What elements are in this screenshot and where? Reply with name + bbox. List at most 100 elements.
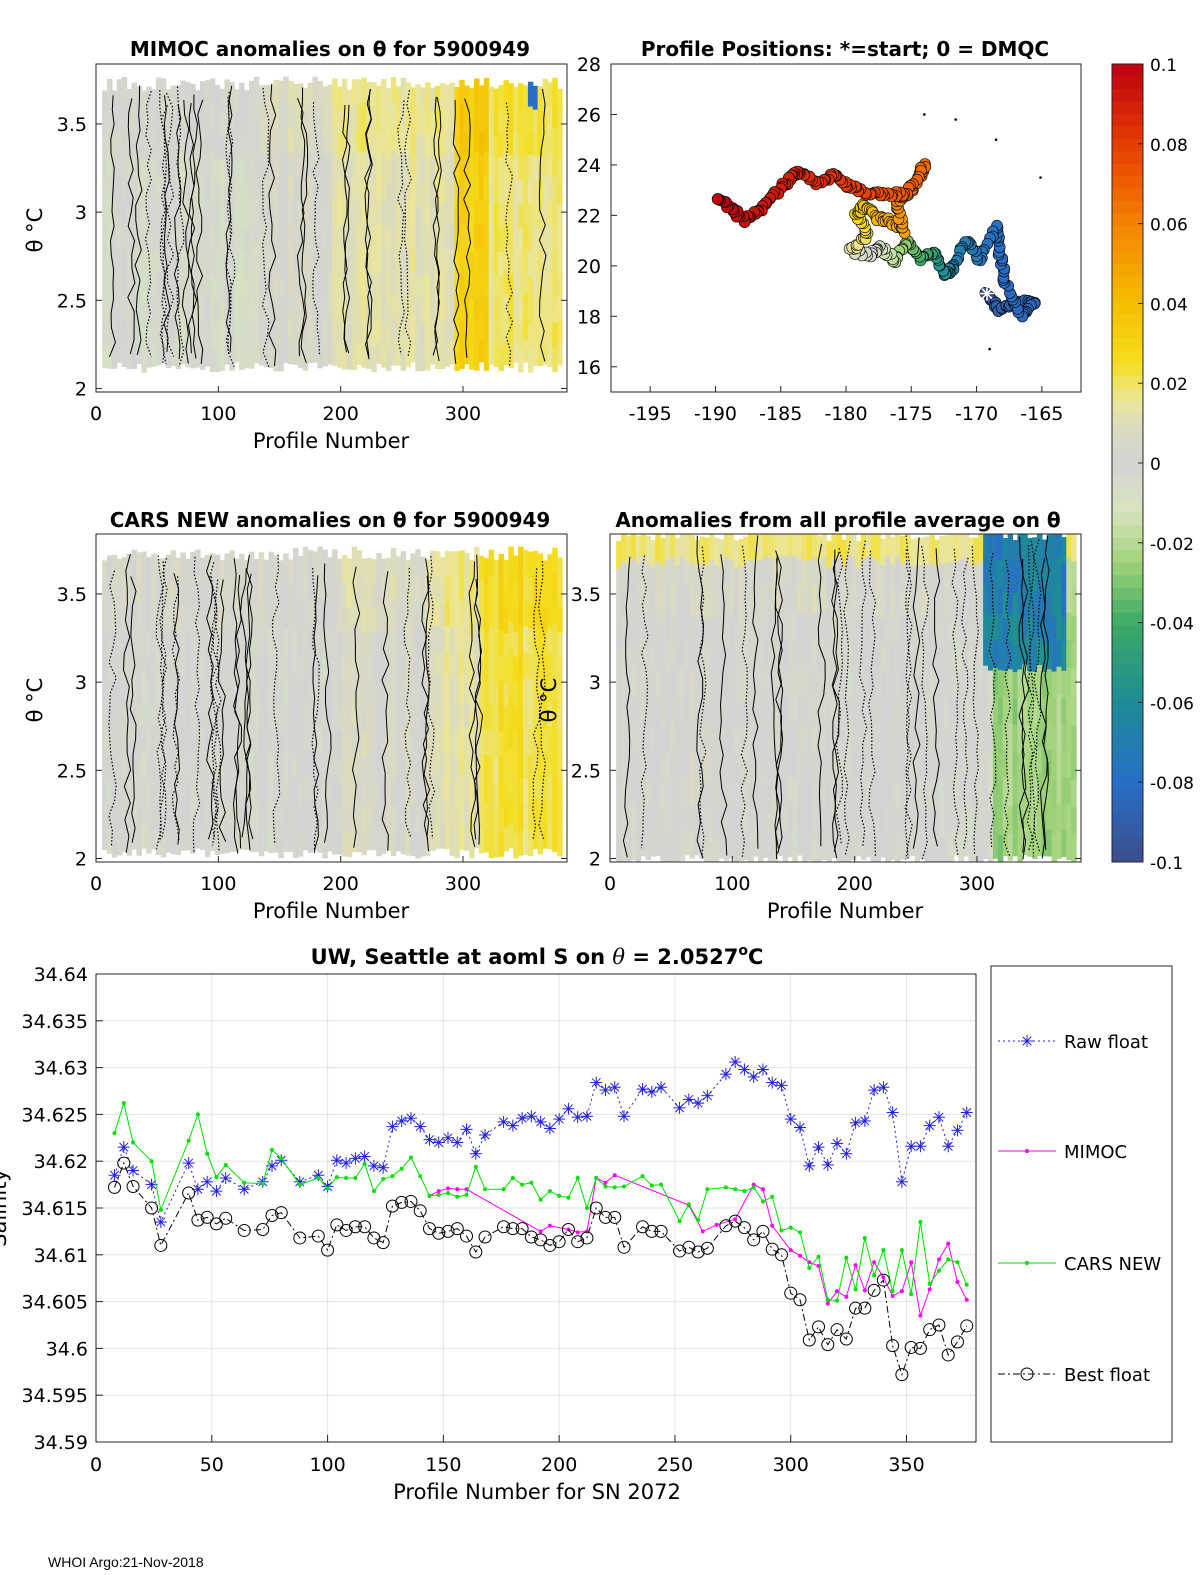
heatmap-cell bbox=[948, 615, 955, 644]
heatmap-cell bbox=[209, 602, 216, 629]
heatmap-cell bbox=[665, 559, 671, 588]
point-mimoc bbox=[899, 1289, 904, 1294]
point-raw-float bbox=[580, 1110, 593, 1123]
heatmap-cell bbox=[204, 223, 211, 248]
heatmap-cell bbox=[136, 132, 142, 157]
heatmap-cell bbox=[278, 273, 284, 299]
x-tick-label: 350 bbox=[888, 1454, 924, 1476]
heatmap-cell bbox=[488, 729, 495, 756]
contour-line bbox=[192, 556, 201, 854]
heatmap-cell bbox=[537, 86, 544, 111]
heatmap-cell bbox=[694, 592, 700, 620]
heatmap-cell bbox=[307, 269, 314, 294]
heatmap-cell bbox=[807, 778, 813, 806]
heatmap-cell bbox=[273, 728, 279, 754]
heatmap-cell bbox=[239, 578, 245, 604]
heatmap-cell bbox=[679, 805, 686, 834]
heatmap-cell bbox=[557, 318, 563, 343]
heatmap-cell bbox=[185, 224, 191, 249]
heatmap-cell bbox=[454, 181, 460, 206]
colorbar-step bbox=[1112, 737, 1143, 751]
heatmap-cell bbox=[190, 83, 196, 109]
point-best-float bbox=[108, 1180, 122, 1194]
heatmap-cell bbox=[170, 178, 177, 203]
legend-item-cars-new: CARS NEW bbox=[998, 1254, 1161, 1275]
heatmap-cell bbox=[151, 554, 157, 580]
colorbar-step bbox=[1112, 438, 1143, 452]
heatmap-cell bbox=[381, 295, 387, 320]
heatmap-cell bbox=[361, 222, 367, 248]
heatmap-cell bbox=[1002, 564, 1009, 592]
heatmap-cell bbox=[204, 318, 211, 343]
heatmap-cell bbox=[136, 178, 142, 203]
heatmap-cell bbox=[307, 650, 314, 677]
heatmap-cell bbox=[1056, 693, 1062, 722]
heatmap-cell bbox=[185, 82, 191, 107]
heatmap-cell bbox=[616, 541, 622, 569]
heatmap-cell bbox=[772, 752, 779, 781]
heatmap-cell bbox=[527, 728, 534, 755]
heatmap-cell bbox=[146, 343, 152, 368]
heatmap-cell bbox=[234, 316, 240, 340]
heatmap-cell bbox=[449, 340, 456, 365]
contour-line bbox=[268, 83, 277, 367]
colorbar-step bbox=[1112, 350, 1143, 364]
heatmap-cell bbox=[121, 294, 128, 319]
heatmap-cell bbox=[464, 178, 470, 203]
heatmap-cell bbox=[694, 644, 700, 672]
heatmap-cell bbox=[527, 652, 534, 679]
heatmap-cell bbox=[1071, 561, 1077, 589]
point-mimoc bbox=[853, 1263, 858, 1268]
heatmap-cell bbox=[248, 751, 255, 777]
heatmap-cell bbox=[312, 267, 318, 292]
heatmap-cell bbox=[728, 776, 735, 805]
heatmap-cell bbox=[155, 317, 162, 342]
contour-line bbox=[421, 558, 430, 841]
heatmap-cell bbox=[997, 806, 1004, 835]
heatmap-cell bbox=[498, 180, 504, 205]
heatmap-cell bbox=[503, 778, 509, 804]
heatmap-cell bbox=[195, 90, 201, 114]
heatmap-cell bbox=[758, 559, 764, 588]
heatmap-cell bbox=[204, 104, 211, 129]
heatmap-cell bbox=[332, 574, 338, 601]
heatmap-cell bbox=[474, 151, 480, 177]
heatmap-cell bbox=[141, 551, 147, 577]
heatmap-cell bbox=[498, 654, 504, 681]
heatmap-cell bbox=[258, 552, 265, 579]
heatmap-cell bbox=[302, 647, 309, 674]
heatmap-cell bbox=[640, 637, 647, 666]
point-raw-float bbox=[923, 1119, 936, 1132]
heatmap-cell bbox=[165, 752, 172, 779]
heatmap-cell bbox=[953, 748, 960, 776]
heatmap-cell bbox=[1041, 697, 1048, 725]
heatmap-cell bbox=[728, 722, 735, 751]
heatmap-cell bbox=[963, 638, 970, 667]
heatmap-cell bbox=[224, 126, 230, 152]
heatmap-cell bbox=[297, 154, 304, 179]
heatmap-cell bbox=[195, 823, 201, 849]
heatmap-cell bbox=[493, 807, 500, 833]
heatmap-cell bbox=[895, 555, 901, 584]
heatmap-cell bbox=[988, 642, 994, 671]
heatmap-cell bbox=[219, 253, 226, 278]
heatmap-cell bbox=[899, 535, 906, 564]
heatmap-cell bbox=[263, 272, 270, 297]
heatmap-cell bbox=[547, 271, 553, 297]
heatmap-cell bbox=[253, 753, 260, 779]
heatmap-cell bbox=[351, 79, 358, 105]
heatmap-cell bbox=[214, 252, 221, 277]
point-cars-new bbox=[446, 1191, 450, 1196]
point-raw-float bbox=[821, 1158, 834, 1171]
heatmap-cell bbox=[625, 590, 632, 619]
heatmap-cell bbox=[341, 272, 348, 297]
heatmap-cell bbox=[992, 803, 999, 832]
colorbar-step bbox=[1112, 587, 1143, 601]
contour-line bbox=[239, 568, 248, 838]
heatmap-cell bbox=[694, 566, 700, 593]
heatmap-cell bbox=[483, 680, 490, 706]
heatmap-cell bbox=[635, 672, 642, 700]
heatmap-cell bbox=[469, 181, 475, 206]
heatmap-cell bbox=[625, 699, 632, 728]
heatmap-cell bbox=[244, 205, 250, 230]
